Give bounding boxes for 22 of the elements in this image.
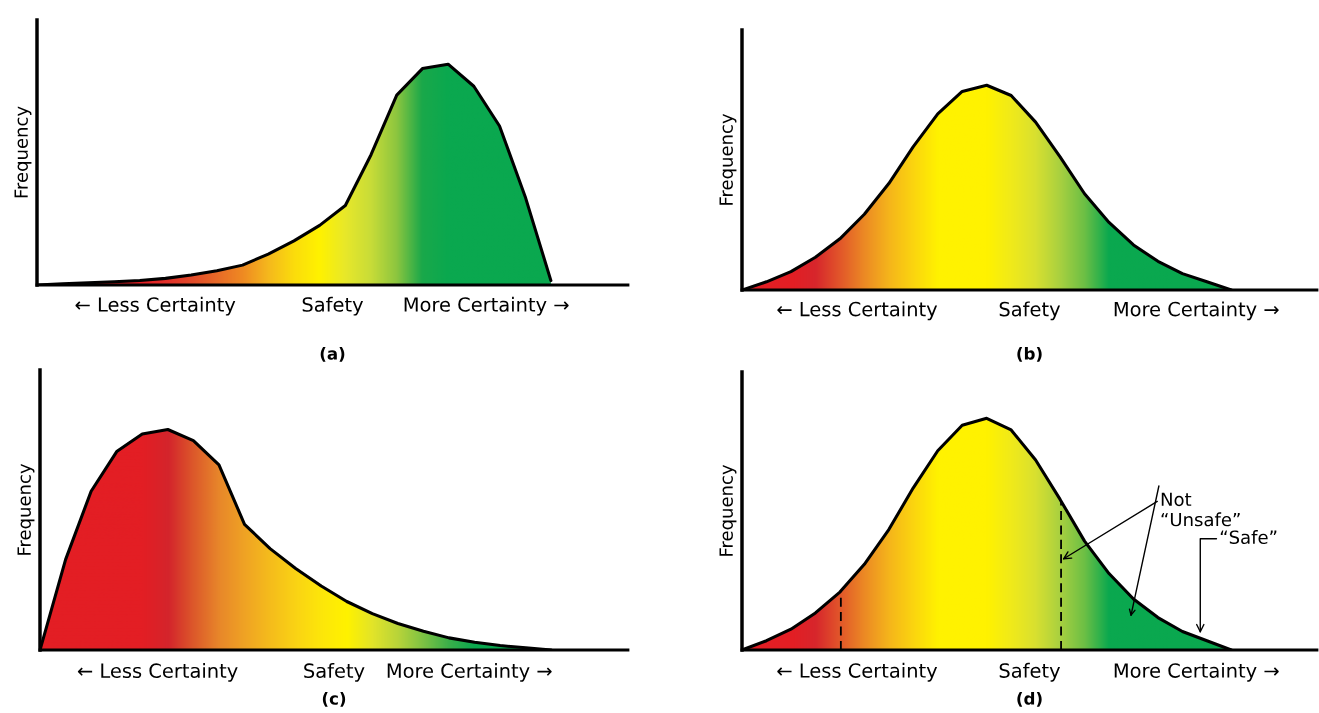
y-axis-title: Frequency <box>719 113 737 205</box>
text: More Certainty → <box>1114 301 1279 321</box>
text: (b) <box>1017 346 1042 362</box>
text: Safety <box>999 662 1061 682</box>
y-axis-title: Frequency <box>14 106 32 198</box>
text: Safety <box>304 662 365 682</box>
annotation: “Safe” <box>1220 530 1277 545</box>
text: More Certainty → <box>387 662 552 682</box>
y-axis-title: Frequency <box>719 464 737 556</box>
y-axis-title: Frequency <box>17 463 35 555</box>
text: Safety <box>999 301 1061 321</box>
text: (d) <box>1017 691 1042 707</box>
annotation: Not “Unsafe” <box>1161 492 1240 527</box>
text: ← Less Certainty <box>75 296 236 316</box>
text: (c) <box>322 691 346 707</box>
text: Safety <box>302 296 364 316</box>
text: More Certainty → <box>1114 662 1279 682</box>
text: ← Less Certainty <box>77 662 238 682</box>
text: ← Less Certainty <box>777 662 938 682</box>
text: More Certainty → <box>404 296 569 316</box>
text: ← Less Certainty <box>777 301 938 321</box>
text: (a) <box>320 346 345 362</box>
